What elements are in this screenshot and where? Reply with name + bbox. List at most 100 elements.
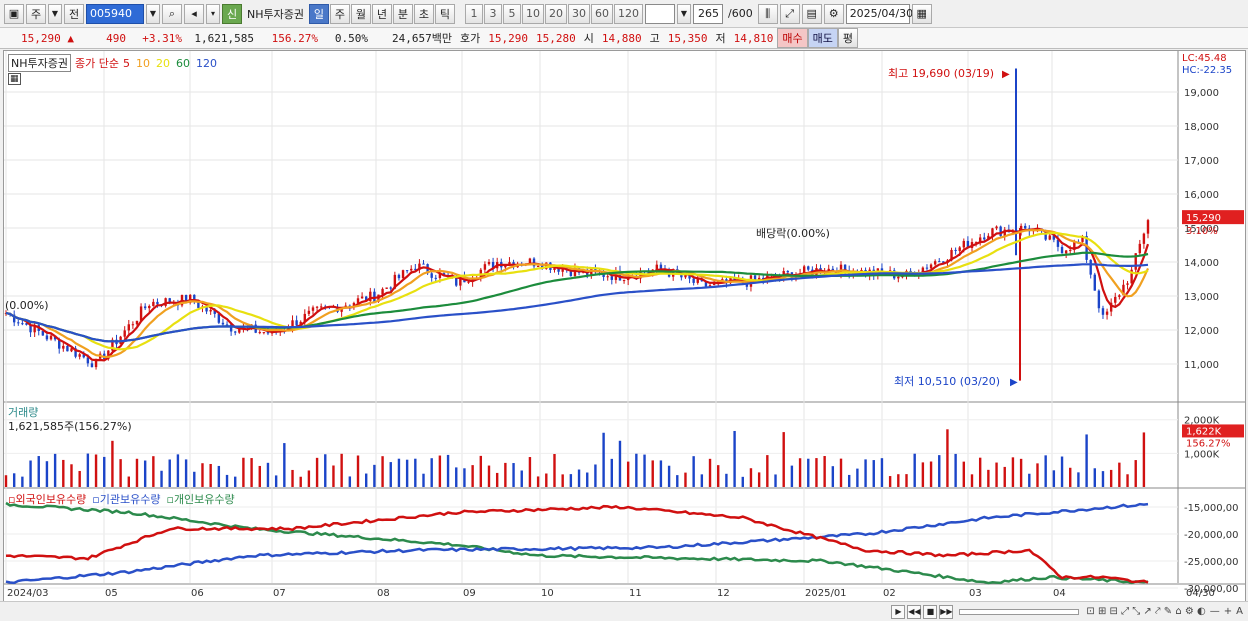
zoom-tools-icon[interactable]: ⊡ ⊞ ⊟ ⤢ ⤡ ↗ ⤤ ✎ ⌂ ⚙ ◐: [1086, 606, 1206, 617]
tab-2[interactable]: 월: [350, 3, 371, 24]
chevron-down-icon[interactable]: ▼: [48, 3, 62, 24]
credit-badge: 신: [222, 3, 242, 24]
prev-button[interactable]: 전: [64, 3, 84, 24]
candle-body: [156, 301, 159, 305]
volume-bar: [307, 470, 311, 487]
low-annotation: 최저 10,510 (03/20): [894, 375, 1000, 388]
volume-bar: [962, 461, 966, 487]
eval-button[interactable]: 평: [837, 28, 858, 48]
interval-3[interactable]: 3: [483, 3, 502, 24]
volume-bar: [103, 456, 106, 487]
search-icon[interactable]: ⌕: [162, 3, 182, 24]
plus-icon[interactable]: +: [1223, 606, 1233, 617]
candle-body: [1052, 235, 1056, 240]
speaker-icon[interactable]: ◂: [184, 3, 204, 24]
chart-area[interactable]: 19,000 18,000 17,000 16,000 15,000 14,000 13,0…: [3, 50, 1246, 602]
volume-bar: [94, 454, 98, 487]
buy-button[interactable]: 매수: [777, 28, 808, 48]
volume-bar: [1019, 458, 1023, 487]
scroll-right-icon[interactable]: ▶: [891, 604, 906, 619]
tab-6[interactable]: 틱: [434, 3, 455, 24]
bottom-toolbar: ▶ ◀◀ ■ ▶▶ ⊡ ⊞ ⊟ ⤢ ⤡ ↗ ⤤ ✎ ⌂ ⚙ ◐ — + A: [0, 601, 1248, 621]
x-end-label: 04/30: [1186, 588, 1215, 599]
volume-bar: [1101, 471, 1105, 487]
calendar-icon[interactable]: ▦: [911, 3, 932, 24]
volume-bar: [291, 469, 294, 487]
price-change: 490: [106, 31, 126, 45]
candle-body: [131, 324, 135, 326]
candle-body: [1064, 250, 1068, 254]
candle-body: [393, 274, 397, 289]
interval-1[interactable]: 1: [464, 3, 483, 24]
candle-body: [148, 305, 151, 309]
tab-0[interactable]: 일: [308, 3, 329, 24]
candle-icon[interactable]: ⫼: [757, 3, 778, 24]
low-price: 14,810: [733, 31, 774, 45]
stop-icon[interactable]: ■: [923, 604, 938, 619]
volume-bar: [217, 465, 221, 487]
volume-bar: [184, 459, 188, 487]
tab-1[interactable]: 주: [329, 3, 350, 24]
last-price-text: 15,290: [1186, 213, 1221, 224]
date-input[interactable]: 2025/04/30: [845, 3, 913, 24]
candle-body: [1056, 239, 1060, 247]
volume-bar: [62, 459, 65, 487]
font-size-icon[interactable]: A: [1236, 606, 1243, 617]
x-tick-label: 04: [1053, 588, 1066, 599]
sell-button[interactable]: 매도: [807, 28, 838, 48]
volume-bar: [1028, 473, 1031, 487]
chart-layout-icon[interactable]: ▣: [4, 3, 24, 24]
volume-bar: [332, 465, 335, 487]
interval-60[interactable]: 60: [590, 3, 613, 24]
candle-body: [1073, 241, 1076, 251]
save-icon[interactable]: ▤: [801, 3, 822, 24]
fast-forward-icon[interactable]: ▶▶: [939, 604, 954, 619]
interval-30[interactable]: 30: [567, 3, 590, 24]
interval-20[interactable]: 20: [544, 3, 567, 24]
stock-code-input[interactable]: 005940: [86, 3, 144, 24]
stock-code-dropdown[interactable]: ▼: [146, 3, 160, 24]
chevron-down-icon[interactable]: ▼: [676, 3, 691, 24]
volume-bar: [651, 460, 654, 487]
candle-body: [111, 339, 114, 351]
candle-body: [405, 270, 409, 272]
candle-body: [225, 324, 229, 326]
open-label: 시: [583, 32, 594, 45]
candle-body: [193, 294, 196, 303]
gear-icon[interactable]: ⚙: [823, 3, 844, 24]
interval-10[interactable]: 10: [521, 3, 544, 24]
interval-120[interactable]: 120: [613, 3, 643, 24]
trade-amount: 24,657백만: [392, 32, 452, 45]
tab-4[interactable]: 분: [392, 3, 413, 24]
volume-bar: [201, 463, 204, 487]
ma-line-5: [5, 227, 1150, 362]
tab-3[interactable]: 년: [371, 3, 392, 24]
volume-bar: [692, 456, 695, 487]
candle-body: [62, 345, 65, 349]
count-input[interactable]: 265: [692, 3, 723, 24]
volume-title: 거래량: [8, 406, 39, 419]
line-tool-icon[interactable]: ⤢: [779, 3, 800, 24]
tab-5[interactable]: 초: [413, 3, 434, 24]
x-tick-label: 09: [463, 588, 476, 599]
rewind-icon[interactable]: ◀◀: [907, 604, 922, 619]
interval-input[interactable]: [644, 3, 675, 24]
x-tick-label: 10: [541, 588, 554, 599]
volume-bar: [250, 458, 253, 487]
table-icon[interactable]: ▦: [8, 73, 21, 85]
volume-bar: [348, 476, 352, 487]
period-selector[interactable]: 주: [26, 3, 46, 24]
vol-tick-label: 1,000K: [1184, 449, 1220, 460]
candle-body: [434, 277, 437, 279]
candle-body: [94, 358, 98, 368]
minus-icon[interactable]: —: [1209, 606, 1220, 617]
candle-body: [508, 262, 511, 265]
price-chart-svg[interactable]: 19,000 18,000 17,000 16,000 15,000 14,000 13,0…: [4, 51, 1245, 601]
candle-body: [352, 302, 356, 307]
volume-bar: [545, 473, 548, 487]
candle-body: [442, 273, 446, 275]
interval-5[interactable]: 5: [502, 3, 521, 24]
volume-bar: [438, 455, 442, 487]
chevron-down-icon[interactable]: ▾: [206, 3, 220, 24]
zoom-slider[interactable]: [959, 608, 1080, 615]
